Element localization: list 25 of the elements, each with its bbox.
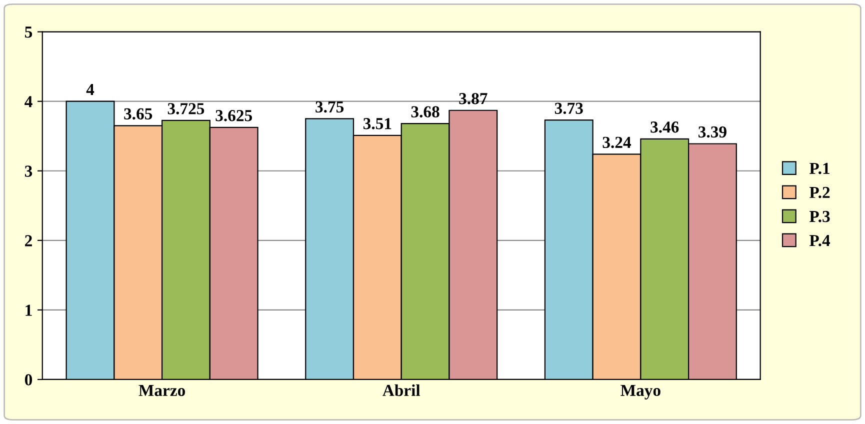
data-label: 3.51 <box>363 118 392 130</box>
data-label: 3.46 <box>650 122 679 133</box>
y-tick-label: 4 <box>24 96 32 108</box>
data-label: 3.65 <box>124 108 152 120</box>
y-tick-label: 5 <box>24 26 32 38</box>
legend-label: P.2 <box>809 186 830 198</box>
data-label: 3.39 <box>698 126 726 138</box>
x-tick-label: Mayo <box>620 384 660 400</box>
legend-label: P.3 <box>809 210 830 222</box>
data-label: 3.75 <box>316 101 344 113</box>
data-label: 3.725 <box>168 103 204 114</box>
y-tick-label: 1 <box>26 304 32 316</box>
x-tick-label: Marzo <box>138 384 186 396</box>
data-label: 3.73 <box>554 102 583 114</box>
data-label: 3.87 <box>459 92 488 104</box>
legend-label: P.1 <box>809 162 830 174</box>
x-tick-label: Abril <box>382 384 420 396</box>
y-tick-label: 0 <box>24 374 32 386</box>
legend-label: P.4 <box>809 235 830 246</box>
data-label: 4 <box>86 84 94 96</box>
data-label: 3.625 <box>216 110 252 122</box>
y-tick-label: 3 <box>24 166 32 177</box>
data-label: 3.24 <box>602 136 632 148</box>
y-tick-label: 2 <box>25 235 32 246</box>
data-label: 3.68 <box>411 106 440 118</box>
